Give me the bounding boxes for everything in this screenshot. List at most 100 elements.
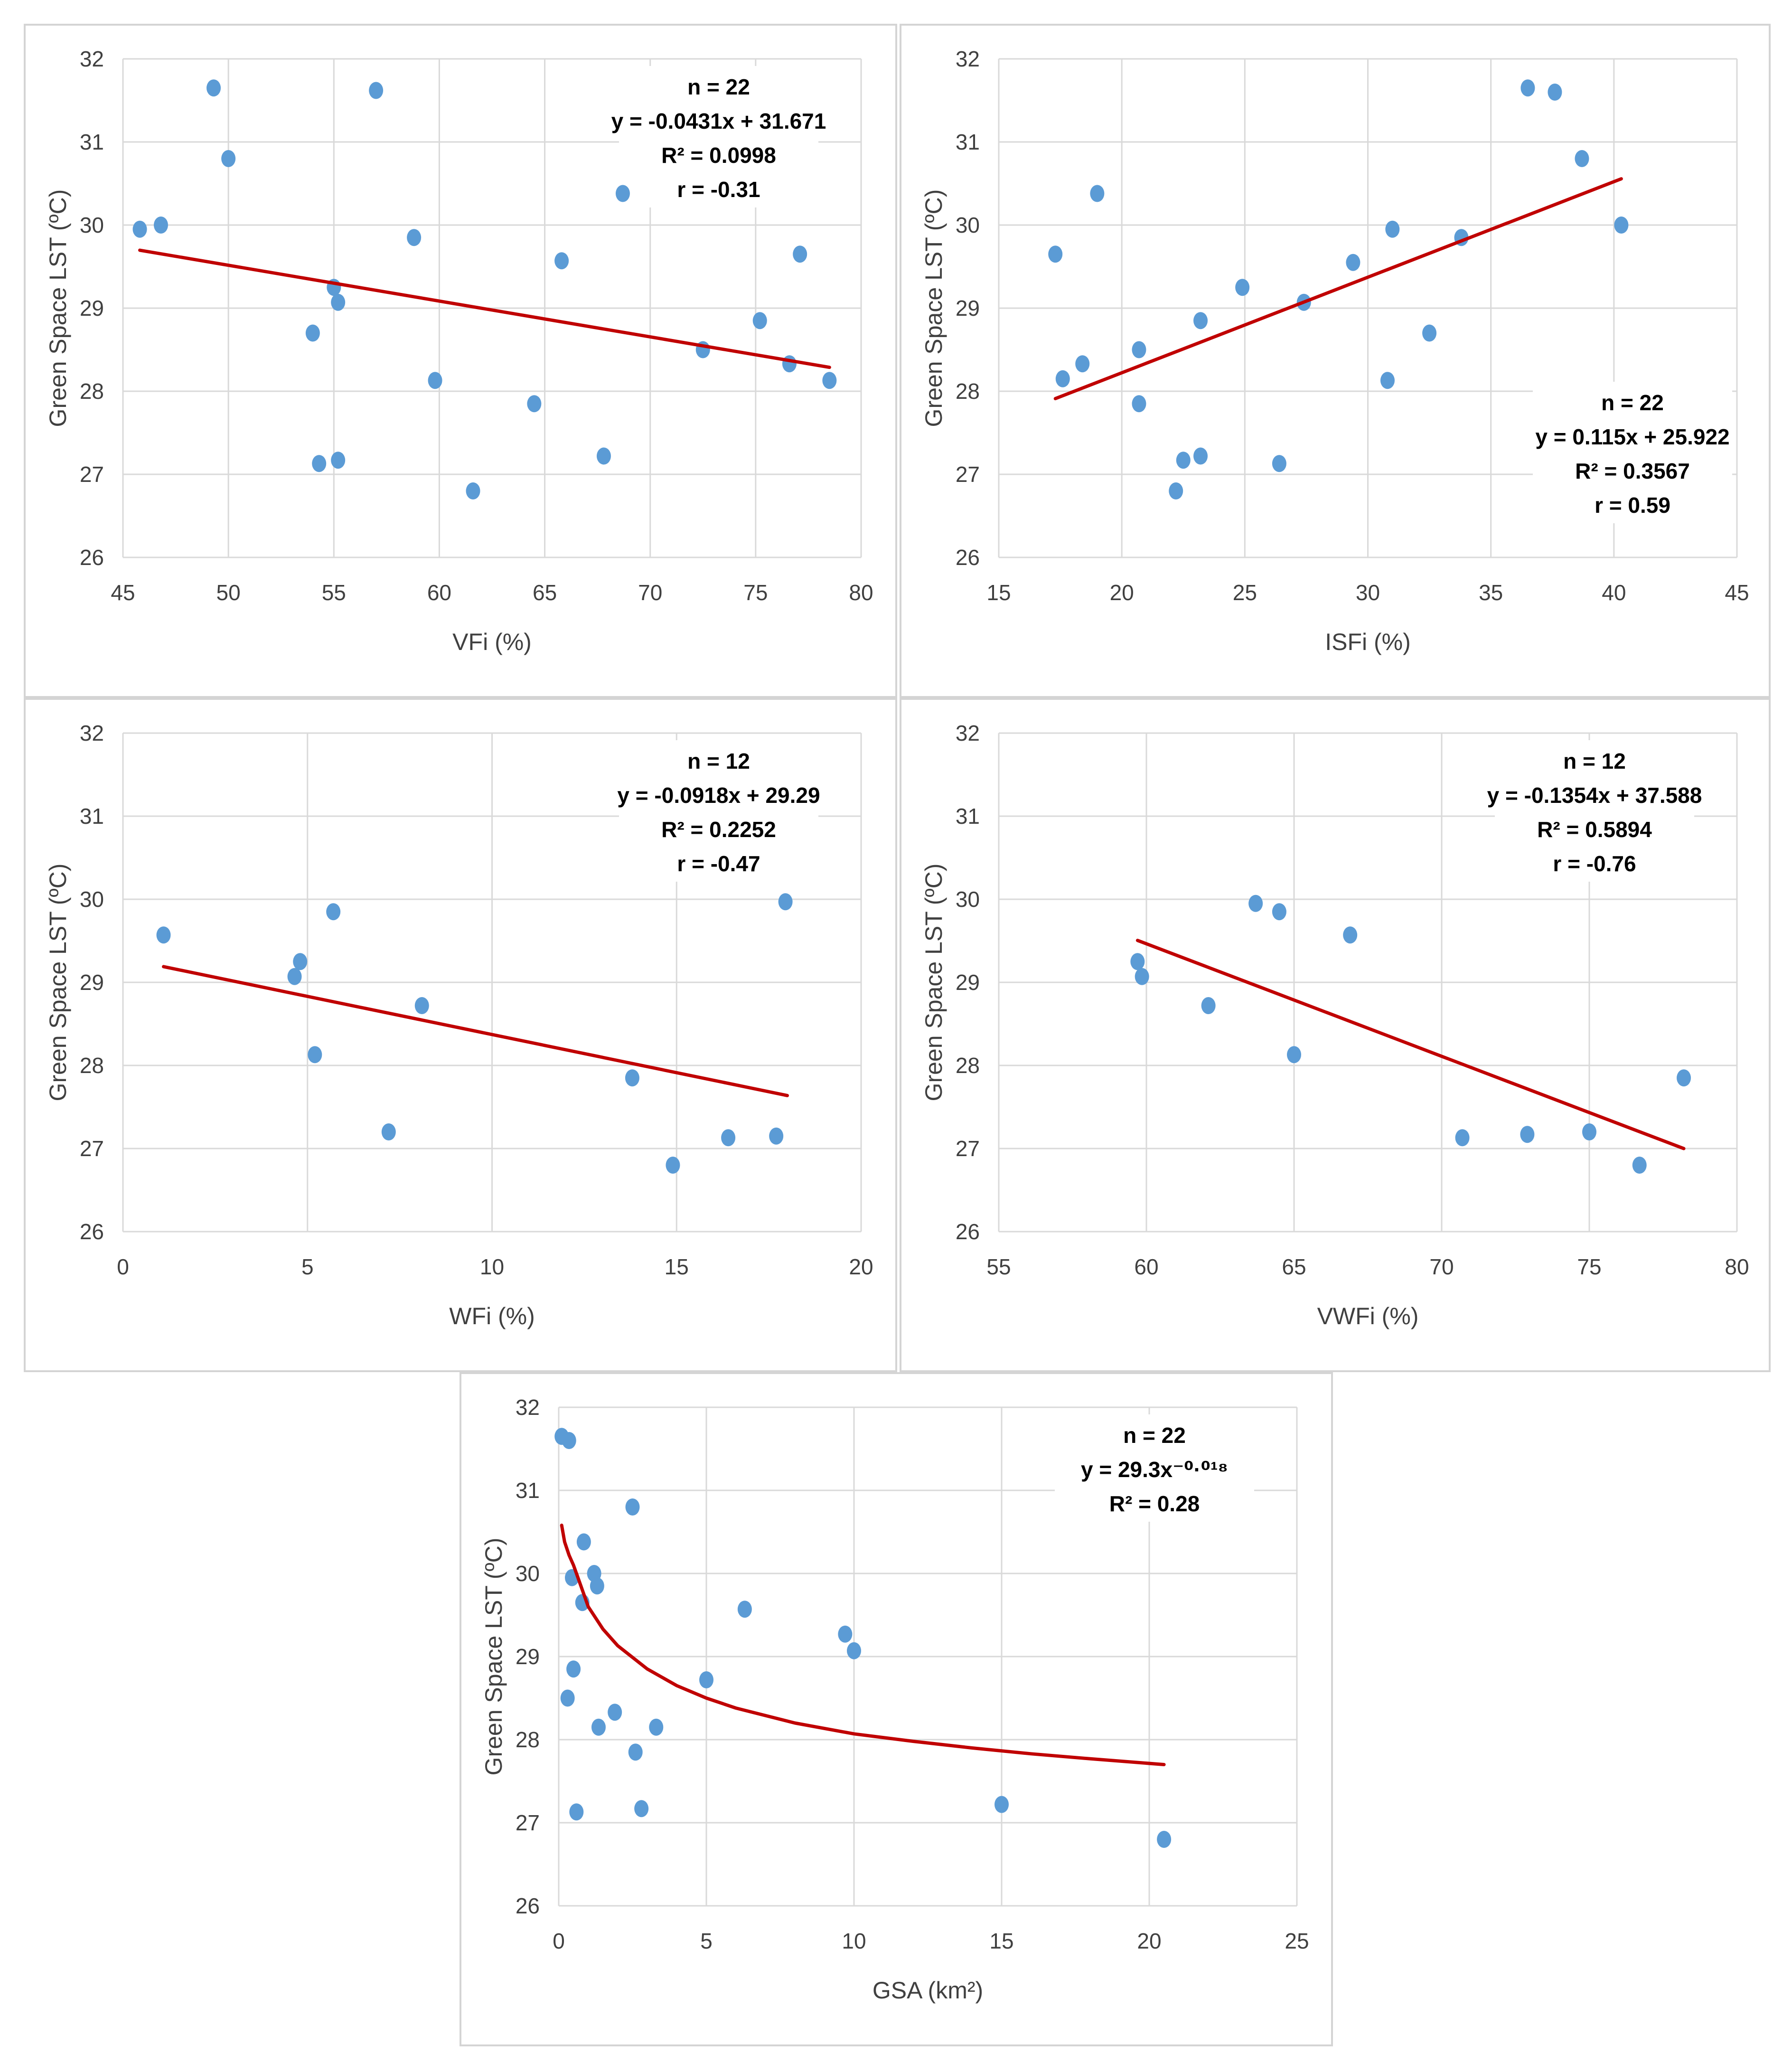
gsa-x-tick-label: 0 bbox=[553, 1929, 565, 1953]
chart-vfi-svg: 26 27 28 29 30 31 32 45 50 55 60 65 70 75 80 VFi (%) Gre… bbox=[45, 47, 873, 655]
isfi-data-point bbox=[1235, 279, 1250, 296]
vfi-y-tick-label: 29 bbox=[80, 296, 104, 320]
gsa-data-point bbox=[699, 1671, 713, 1688]
vfi-data-point bbox=[331, 293, 346, 311]
isfi-x-tick-label: 40 bbox=[1602, 580, 1626, 605]
gsa-y-tick-label: 31 bbox=[516, 1478, 540, 1503]
vwfi-data-point bbox=[1677, 1069, 1691, 1087]
isfi-y-tick-label: 30 bbox=[956, 213, 980, 237]
isfi-annotation-line: r = 0.59 bbox=[1595, 493, 1670, 518]
vwfi-x-tick-label: 70 bbox=[1429, 1254, 1454, 1279]
gsa-x-tick-label: 20 bbox=[1137, 1929, 1161, 1953]
vfi-data-point bbox=[305, 324, 320, 342]
vwfi-annotation-line: y = -0.1354x + 37.588 bbox=[1487, 783, 1702, 808]
wfi-x-tick-label: 5 bbox=[301, 1254, 314, 1279]
isfi-annotation-line: n = 22 bbox=[1601, 390, 1664, 415]
vwfi-annotation-bg bbox=[1495, 740, 1694, 882]
isfi-annotation-line: R² = 0.3567 bbox=[1575, 459, 1690, 483]
isfi-data-point bbox=[1193, 447, 1208, 465]
gsa-data-point bbox=[1157, 1831, 1172, 1848]
vwfi-data-point bbox=[1201, 997, 1216, 1014]
wfi-y-tick-label: 26 bbox=[80, 1219, 104, 1244]
vfi-data-point bbox=[615, 185, 630, 202]
chart-panel-wfi: 26 27 28 29 30 31 32 0 5 10 15 20 WFi (%) Green Space… bbox=[24, 698, 897, 1372]
wfi-y-tick-label: 32 bbox=[80, 721, 104, 745]
vfi-y-axis-label: Green Space LST (ºC) bbox=[45, 189, 71, 427]
isfi-x-tick-label: 25 bbox=[1233, 580, 1257, 605]
vwfi-data-point bbox=[1272, 903, 1286, 921]
vfi-y-tick-label: 32 bbox=[80, 47, 104, 71]
vfi-data-point bbox=[428, 372, 442, 389]
wfi-annotation-bg bbox=[619, 740, 818, 882]
vwfi-x-tick-label: 60 bbox=[1134, 1254, 1158, 1279]
wfi-y-tick-label: 30 bbox=[80, 887, 104, 912]
gsa-y-tick-label: 26 bbox=[516, 1893, 540, 1918]
gsa-data-point bbox=[737, 1601, 752, 1618]
wfi-x-tick-label: 0 bbox=[117, 1254, 129, 1279]
isfi-data-point bbox=[1132, 341, 1146, 358]
gsa-data-point bbox=[560, 1689, 575, 1707]
vwfi-trendline bbox=[1135, 939, 1686, 1150]
vfi-x-tick-label: 75 bbox=[743, 580, 768, 605]
chart-wfi-svg: 26 27 28 29 30 31 32 0 5 10 15 20 WFi (%) Green Space… bbox=[45, 721, 873, 1329]
isfi-data-point bbox=[1614, 217, 1629, 234]
gsa-y-tick-label: 27 bbox=[516, 1810, 540, 1835]
chart-gsa-svg: 26 27 28 29 30 31 32 0 5 10 15 20 25 GSA (km²) Green S… bbox=[480, 1395, 1309, 2004]
vfi-data-point bbox=[466, 482, 480, 499]
vfi-data-point bbox=[752, 312, 767, 330]
vfi-data-point bbox=[206, 79, 221, 97]
vfi-data-point bbox=[596, 447, 611, 465]
isfi-y-tick-label: 27 bbox=[956, 462, 980, 487]
isfi-annotation-bg bbox=[1533, 382, 1732, 523]
wfi-y-tick-label: 27 bbox=[80, 1136, 104, 1161]
wfi-annotation-line: R² = 0.2252 bbox=[661, 817, 776, 842]
gsa-data-point bbox=[576, 1533, 591, 1551]
vfi-data-point bbox=[822, 372, 837, 389]
vwfi-data-point bbox=[1248, 895, 1263, 912]
gsa-x-tick-label: 25 bbox=[1285, 1929, 1309, 1953]
gsa-y-tick-label: 29 bbox=[516, 1644, 540, 1669]
vfi-x-tick-label: 65 bbox=[533, 580, 557, 605]
vfi-data-point bbox=[793, 245, 807, 263]
wfi-annotation-line: n = 12 bbox=[687, 749, 750, 773]
gsa-annotation-line: y = 29.3x⁻⁰·⁰¹⁸ bbox=[1081, 1457, 1228, 1482]
vfi-annotation-line: R² = 0.0998 bbox=[661, 143, 776, 168]
gsa-annotation-line: R² = 0.28 bbox=[1109, 1491, 1200, 1516]
isfi-data-point bbox=[1169, 482, 1183, 499]
chart-isfi-svg: 26 27 28 29 30 31 32 15 20 25 30 35 40 45 ISFi (%) Gree… bbox=[920, 47, 1749, 655]
wfi-data-point bbox=[666, 1157, 680, 1174]
vfi-x-tick-label: 55 bbox=[322, 580, 346, 605]
vwfi-y-tick-label: 32 bbox=[956, 721, 980, 745]
vwfi-x-tick-label: 75 bbox=[1577, 1254, 1601, 1279]
isfi-data-point bbox=[1176, 452, 1191, 469]
isfi-data-point bbox=[1346, 254, 1360, 271]
vfi-y-tick-label: 30 bbox=[80, 213, 104, 237]
wfi-data-point bbox=[414, 997, 429, 1014]
vfi-data-point bbox=[153, 217, 168, 234]
vfi-x-tick-label: 80 bbox=[849, 580, 873, 605]
isfi-y-tick-label: 28 bbox=[956, 379, 980, 404]
isfi-data-point bbox=[1090, 185, 1105, 202]
vfi-annotation-bg bbox=[619, 66, 818, 207]
wfi-data-point bbox=[287, 968, 302, 985]
gsa-x-tick-label: 5 bbox=[700, 1929, 713, 1953]
chart-panel-gsa: 26 27 28 29 30 31 32 0 5 10 15 20 25 GSA (km²) Green S… bbox=[460, 1372, 1333, 2046]
wfi-data-point bbox=[721, 1129, 736, 1147]
gsa-data-point bbox=[625, 1498, 640, 1516]
vfi-data-point bbox=[312, 455, 327, 472]
gsa-data-point bbox=[569, 1803, 584, 1821]
vwfi-data-point bbox=[1632, 1157, 1647, 1174]
vfi-data-point bbox=[331, 452, 346, 469]
isfi-y-tick-label: 26 bbox=[956, 545, 980, 570]
isfi-x-tick-label: 45 bbox=[1725, 580, 1749, 605]
gsa-x-tick-label: 10 bbox=[842, 1929, 866, 1953]
gsa-data-point bbox=[591, 1718, 606, 1736]
chart-panel-vfi: 26 27 28 29 30 31 32 45 50 55 60 65 70 75 80 VFi (%) Gre… bbox=[24, 24, 897, 698]
wfi-data-point bbox=[778, 893, 793, 911]
wfi-annotation-line: y = -0.0918x + 29.29 bbox=[617, 783, 820, 808]
wfi-y-tick-label: 31 bbox=[80, 804, 104, 829]
vfi-y-tick-label: 26 bbox=[80, 545, 104, 570]
isfi-trendline bbox=[1053, 177, 1623, 400]
vfi-data-point bbox=[782, 355, 797, 373]
wfi-y-tick-label: 29 bbox=[80, 970, 104, 995]
